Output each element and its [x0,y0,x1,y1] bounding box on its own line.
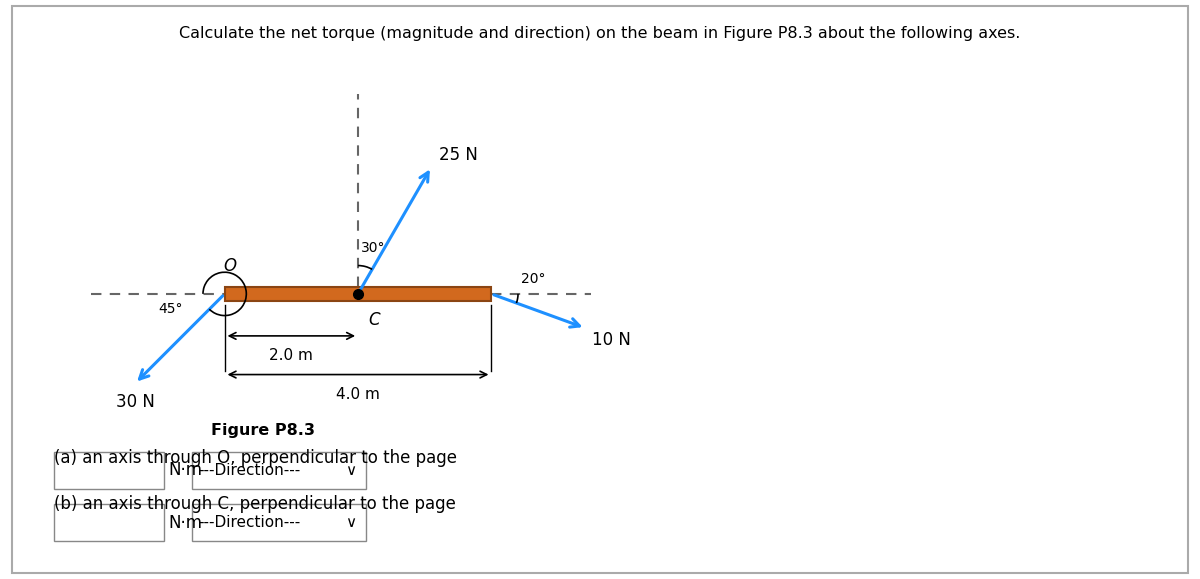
Text: O: O [223,256,236,274]
Text: 30 N: 30 N [115,394,155,412]
Text: 30°: 30° [361,241,386,255]
Text: ---Direction---: ---Direction--- [198,463,300,478]
FancyBboxPatch shape [192,452,366,489]
Text: Calculate the net torque (magnitude and direction) on the beam in Figure P8.3 ab: Calculate the net torque (magnitude and … [179,26,1021,41]
Text: 45°: 45° [158,302,182,316]
Text: N·m: N·m [168,461,202,479]
Text: C: C [368,312,379,329]
Text: N·m: N·m [168,514,202,532]
Text: ∨: ∨ [346,515,356,530]
Text: 10 N: 10 N [592,331,631,349]
Text: 20°: 20° [521,272,546,286]
Bar [224,287,491,301]
Text: ∨: ∨ [346,463,356,478]
Text: (a) an axis through O, perpendicular to the page: (a) an axis through O, perpendicular to … [54,449,457,467]
Text: (b) an axis through C, perpendicular to the page: (b) an axis through C, perpendicular to … [54,495,456,513]
Text: 25 N: 25 N [439,145,479,163]
FancyBboxPatch shape [192,504,366,541]
FancyBboxPatch shape [54,452,164,489]
Text: Figure P8.3: Figure P8.3 [211,423,316,438]
Text: 2.0 m: 2.0 m [269,348,313,363]
Text: ---Direction---: ---Direction--- [198,515,300,530]
FancyBboxPatch shape [54,504,164,541]
Text: 4.0 m: 4.0 m [336,387,380,402]
